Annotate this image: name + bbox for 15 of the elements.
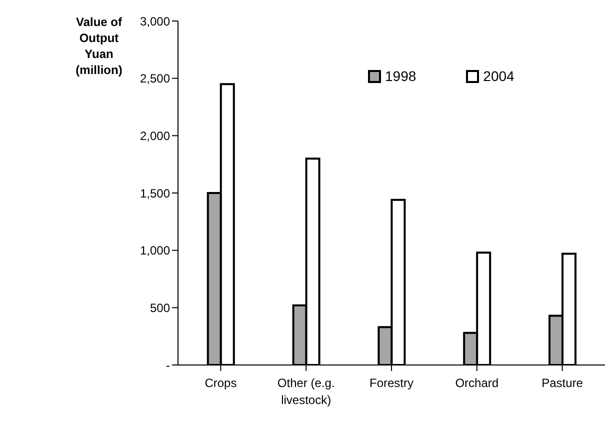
x-tick-label: Crops: [204, 376, 237, 390]
y-tick-label: 500: [150, 300, 170, 315]
y-tick-label: 3,000: [140, 14, 170, 28]
y-tick-label: 1,000: [140, 244, 170, 258]
y-tick-label: -: [166, 358, 170, 372]
y-tick-label: 2,000: [140, 128, 170, 143]
x-tick-label: Pasture: [542, 376, 584, 390]
x-tick-label: Other (e.g. livestock): [277, 376, 335, 407]
legend-label: 1998: [385, 68, 416, 84]
x-tick-label: Forestry: [369, 376, 414, 390]
x-tick-label: Orchard: [455, 376, 499, 390]
y-axis-title: Value of Output Yuan (million): [74, 14, 124, 78]
legend-label: 2004: [483, 68, 514, 84]
y-tick-label: 1,500: [140, 186, 170, 200]
y-tick-label: 2,500: [140, 72, 170, 86]
